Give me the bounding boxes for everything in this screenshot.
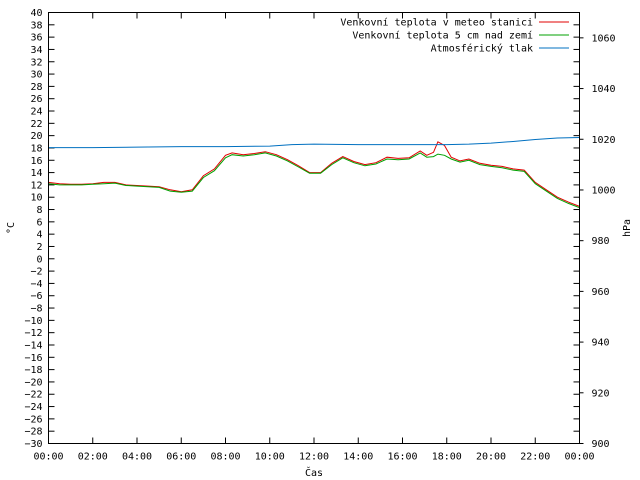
y-tick-label: −2 (30, 267, 42, 278)
series-line-2 (48, 137, 580, 149)
y-tick-label: 6 (36, 217, 42, 228)
y-tick-label: −4 (30, 279, 42, 290)
y-tick-label: −28 (24, 427, 42, 438)
y-tick-label: 16 (30, 156, 42, 167)
y-tick-label: −22 (24, 390, 42, 401)
legend-label: Venkovní teplota v meteo stanici (340, 17, 533, 29)
x-tick-label: 04:00 (122, 452, 152, 463)
y2-tick-label: 920 (592, 388, 610, 399)
x-tick-label: 12:00 (299, 452, 329, 463)
series-line-1 (48, 152, 580, 209)
y-tick-label: 28 (30, 82, 42, 93)
y-tick-label: −20 (24, 377, 42, 388)
y-tick-label: 40 (30, 8, 42, 19)
x-tick-label: 00:00 (564, 452, 594, 463)
y2-tick-label: 980 (592, 236, 610, 247)
y2-tick-label: 1040 (592, 84, 616, 95)
y-tick-label: −30 (24, 439, 42, 450)
y2-tick-label: 1020 (592, 135, 616, 146)
y2-tick-label: 940 (592, 338, 610, 349)
y-tick-label: 12 (30, 180, 42, 191)
y2-tick-label: 900 (592, 439, 610, 450)
x-tick-label: 14:00 (343, 452, 373, 463)
plot-frame (48, 12, 580, 444)
x-tick-label: 22:00 (520, 452, 550, 463)
y-tick-label: 2 (36, 242, 42, 253)
y-tick-label: −10 (24, 316, 42, 327)
legend: Venkovní teplota v meteo staniciVenkovní… (340, 17, 569, 55)
y2-axis-label: hPa (622, 219, 633, 237)
x-tick-label: 18:00 (432, 452, 462, 463)
series-line-0 (48, 141, 580, 207)
y-tick-label: −6 (30, 291, 42, 302)
y-tick-label: 24 (30, 107, 42, 118)
y-tick-label: 4 (36, 230, 42, 241)
y2-tick-label: 1060 (592, 33, 616, 44)
y2-tick-label: 960 (592, 287, 610, 298)
y-tick-label: 36 (30, 33, 42, 44)
y-tick-label: 10 (30, 193, 42, 204)
y-tick-label: 18 (30, 143, 42, 154)
y-tick-label: 26 (30, 94, 42, 105)
x-tick-label: 20:00 (476, 452, 506, 463)
tick-marks (48, 12, 584, 444)
y2-tick-label: 1000 (592, 185, 616, 196)
y-tick-label: −12 (24, 328, 42, 339)
legend-label: Atmosférický tlak (431, 43, 533, 55)
series-lines (48, 137, 580, 209)
y-axis-label: °C (6, 222, 17, 234)
y-tick-label: −16 (24, 353, 42, 364)
y-tick-label: 34 (30, 45, 42, 56)
x-tick-label: 00:00 (33, 452, 63, 463)
x-tick-label: 10:00 (255, 452, 285, 463)
y-tick-label: −24 (24, 402, 42, 413)
y-tick-label: −8 (30, 304, 42, 315)
y-tick-label: 38 (30, 20, 42, 31)
y-tick-label: 0 (36, 254, 42, 265)
x-tick-label: 02:00 (78, 452, 108, 463)
x-tick-label: 16:00 (387, 452, 417, 463)
x-tick-label: 08:00 (210, 452, 240, 463)
tick-labels: 4038363432302826242220181614121086420−2−… (24, 8, 615, 463)
y-tick-label: 14 (30, 168, 42, 179)
y-tick-label: 20 (30, 131, 42, 142)
y-tick-label: 32 (30, 57, 42, 68)
legend-label: Venkovní teplota 5 cm nad zemí (352, 30, 533, 42)
y-tick-label: 22 (30, 119, 42, 130)
y-tick-label: −18 (24, 365, 42, 376)
y-tick-label: 30 (30, 70, 42, 81)
y-tick-label: −26 (24, 414, 42, 425)
x-axis-label: Čas (305, 466, 323, 479)
y-tick-label: −14 (24, 340, 42, 351)
x-tick-label: 06:00 (166, 452, 196, 463)
y-tick-label: 8 (36, 205, 42, 216)
